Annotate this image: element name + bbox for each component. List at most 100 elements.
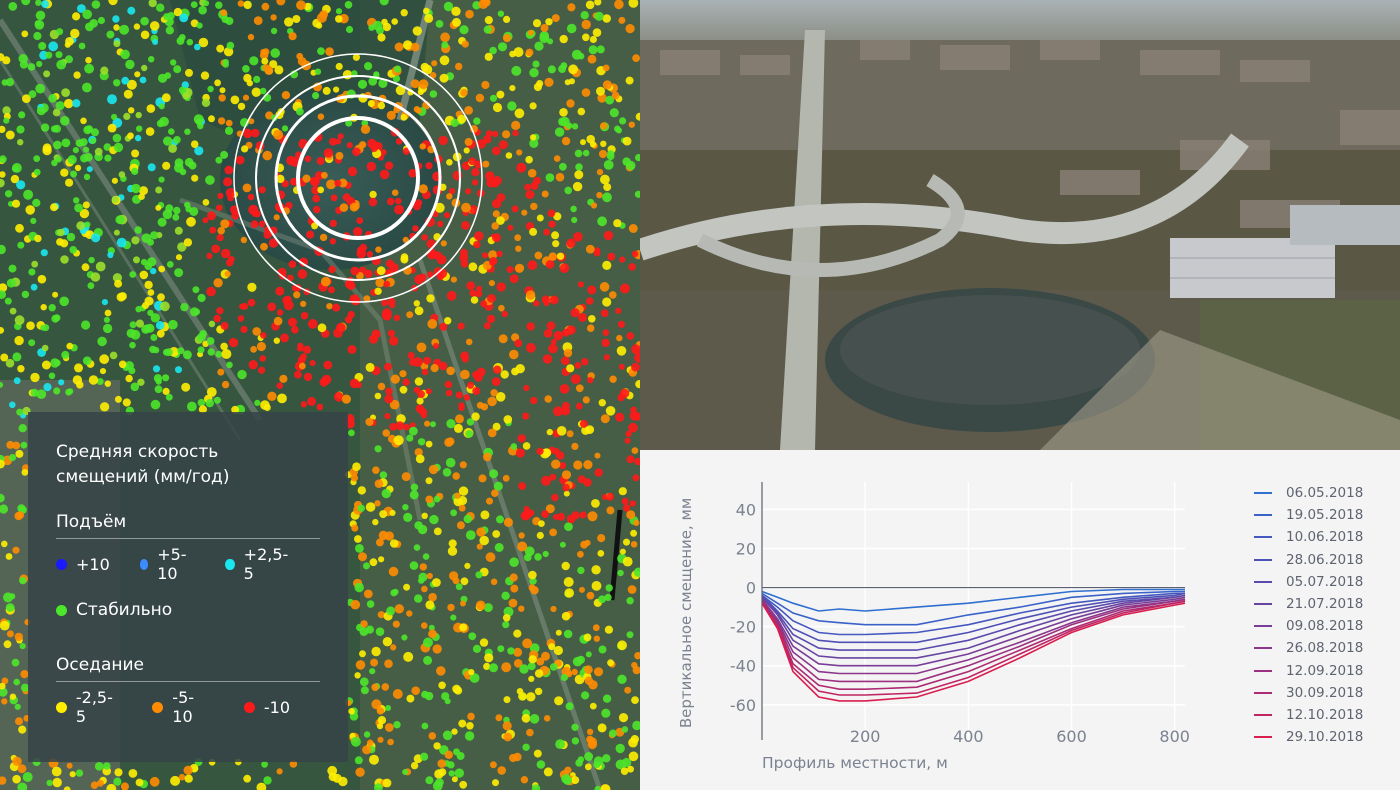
map-point [168,144,178,153]
map-point [559,384,570,394]
legend-swatch [1254,536,1272,539]
map-point [216,234,224,242]
map-point [28,90,37,98]
map-point [1,698,8,705]
map-point [446,290,457,301]
legend-dot [243,701,255,713]
map-point [156,3,165,12]
map-point [23,189,34,200]
map-point [466,381,475,389]
map-point [294,370,302,379]
map-point [518,482,527,491]
map-point [485,130,493,137]
map-point [628,263,636,271]
map-point [549,473,557,481]
displacement-points [0,0,640,790]
map-point [96,378,104,385]
map-point [215,350,223,358]
map-point [5,358,15,368]
map-point [402,504,409,511]
map-point [421,622,428,629]
map-point [430,421,436,428]
map-point [558,462,567,470]
map-point [502,614,511,622]
map-point [466,418,475,426]
map-point [561,406,571,416]
map-point [258,366,266,374]
map-point [58,379,65,386]
map-point [261,57,269,65]
map-point [329,238,336,245]
map-point [631,447,639,454]
map-point [348,708,355,715]
map-point [489,663,498,673]
map-point [381,683,390,691]
map-point [182,92,190,100]
map-point [502,34,512,43]
y-tick-label: -20 [730,618,756,637]
map-point [355,660,366,670]
map-point [516,149,523,156]
map-point [454,768,464,778]
map-point [14,335,24,346]
map-point [174,226,183,235]
map-point [501,591,510,600]
map-point [432,578,441,587]
map-point [66,232,76,242]
map-point [85,22,94,32]
y-tick-label: -40 [730,657,756,676]
map-point [370,144,378,153]
target-rings [233,53,483,303]
map-point [528,570,537,580]
map-point [309,360,316,367]
map-point [16,408,24,416]
map-point [384,659,393,668]
map-point [36,60,43,68]
map-point [621,497,629,505]
map-point [529,577,537,585]
map-point [617,674,627,684]
map-point [483,603,493,613]
map-point [0,155,7,164]
legend-item: Стабильно [56,600,172,620]
map-point [188,161,197,170]
map-point [3,117,10,124]
map-point [487,294,496,303]
map-point [584,676,594,685]
map-point [83,173,91,181]
map-point [352,53,360,61]
map-point [375,627,385,636]
map-point [594,468,603,477]
map-point [63,786,71,790]
chart-legend: 06.05.2018 19.05.2018 10.06.2018 28.06.2018… [1254,482,1363,748]
map-point [111,177,118,184]
map-point [577,756,585,763]
y-tick-label: 40 [736,500,756,519]
map-point [522,442,531,450]
map-point [453,423,463,433]
map-point [570,205,577,213]
map-point [174,158,184,168]
map-point [375,278,385,288]
map-point [267,391,277,401]
map-point [469,205,479,215]
map-point [207,348,215,356]
map-point [549,295,559,305]
map-point [172,213,180,221]
map-point [444,750,453,759]
map-point [522,412,530,420]
map-point [452,17,461,27]
map-point [189,307,200,317]
map-point [100,66,109,75]
map-point [262,150,273,161]
map-point [335,62,343,71]
map-point [348,429,355,437]
map-point [470,296,479,304]
map-point [591,581,602,591]
map-point [288,260,297,269]
map-point [0,125,6,133]
map-point [181,382,191,392]
map-point [91,0,101,9]
map-point [444,317,452,325]
map-point [0,620,10,631]
